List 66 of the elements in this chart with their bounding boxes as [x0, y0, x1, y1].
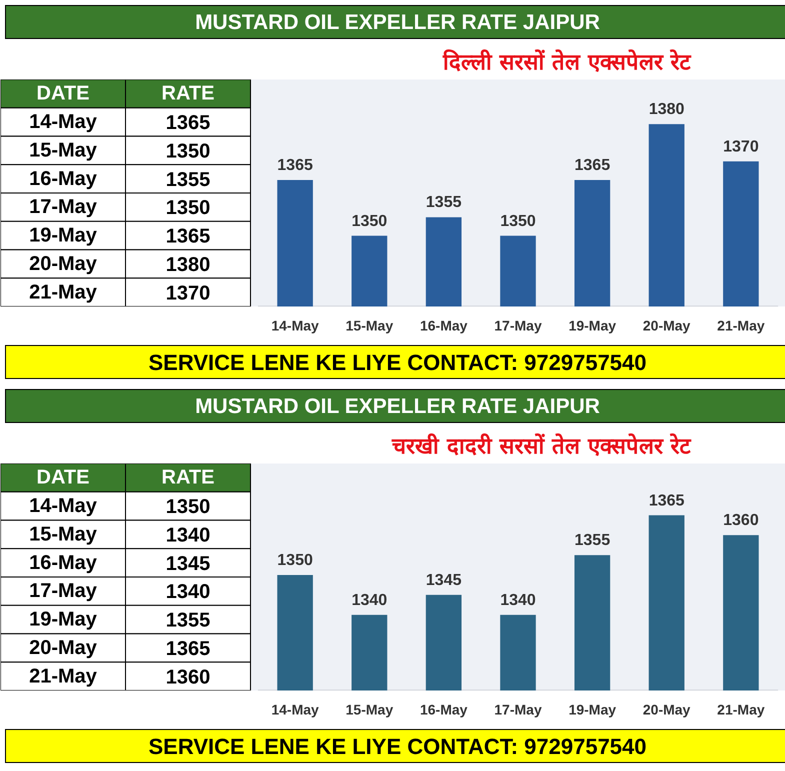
chart-subtitle: दिल्ली सरसों तेल एक्सपेलर रेट — [442, 48, 692, 76]
text: 1350 — [166, 197, 210, 220]
text: DATE — [36, 82, 90, 105]
x-tick-label: 21-May — [717, 702, 765, 718]
text: 1365 — [166, 112, 210, 134]
data-label: 1350 — [277, 552, 313, 570]
category-label: 20-May — [29, 252, 97, 275]
category-label: 14-May — [29, 111, 97, 134]
text: SERVICE LENE KE LIYE CONTACT: 9729757540 — [148, 349, 647, 377]
category-label: 17-May — [29, 196, 97, 218]
x-tick-label: 15-May — [346, 702, 394, 718]
text: RATE — [162, 82, 214, 105]
x-tick-label: 16-May — [420, 318, 468, 334]
data-label: 1370 — [723, 138, 759, 156]
category-label: 21-May — [29, 281, 97, 304]
text: 1340 — [166, 581, 210, 604]
data-label: 1340 — [500, 592, 536, 609]
text: DATE — [36, 466, 90, 489]
chart-subtitle: चरखी दादरी सरसों तेल एक्सपेलर रेट — [391, 432, 692, 460]
x-tick-label: 17-May — [494, 318, 542, 334]
x-tick-label: 16-May — [420, 702, 468, 718]
category-label: 20-May — [29, 636, 97, 659]
text: 1370 — [166, 282, 210, 304]
category-label: 17-May — [29, 580, 97, 602]
category-label: 15-May — [29, 523, 97, 546]
x-tick-label: 19-May — [568, 702, 616, 718]
data-label: 1345 — [426, 572, 462, 589]
x-tick-label: 14-May — [271, 702, 320, 718]
category-label: 16-May — [29, 552, 97, 574]
text: 1340 — [166, 524, 210, 546]
text: RATE — [162, 466, 214, 489]
text: 1355 — [166, 610, 210, 632]
data-label: 1355 — [426, 194, 462, 212]
data-label: 1365 — [648, 492, 685, 510]
x-tick-label: 19-May — [568, 318, 616, 334]
category-label: 14-May — [29, 495, 97, 518]
data-label: 1360 — [723, 512, 759, 530]
data-label: 1365 — [574, 156, 610, 174]
category-label: 19-May — [29, 224, 97, 247]
x-tick-label: 15-May — [346, 318, 394, 334]
text: 1350 — [166, 496, 210, 518]
data-label: 1355 — [574, 532, 610, 550]
category-label: 15-May — [29, 139, 97, 162]
text: 1350 — [166, 140, 210, 162]
data-label: 1340 — [352, 592, 388, 609]
category-label: 16-May — [29, 168, 97, 190]
x-tick-label: 20-May — [642, 318, 691, 334]
data-label: 1380 — [648, 101, 685, 118]
text: 1365 — [166, 226, 210, 248]
data-label: 1365 — [277, 156, 313, 174]
chart-title: MUSTARD OIL EXPELLER RATE JAIPUR — [195, 394, 600, 420]
chart-title: MUSTARD OIL EXPELLER RATE JAIPUR — [195, 10, 600, 36]
x-tick-label: 21-May — [717, 318, 765, 334]
x-tick-label: 20-May — [642, 702, 691, 718]
category-label: 21-May — [29, 665, 97, 688]
data-label: 1350 — [352, 212, 388, 230]
text: 1365 — [166, 638, 210, 660]
text: 1345 — [166, 552, 210, 575]
text: 1355 — [166, 168, 210, 191]
text: 1380 — [166, 254, 210, 276]
x-tick-label: 14-May — [271, 318, 320, 334]
data-label: 1350 — [500, 212, 536, 230]
text: SERVICE LENE KE LIYE CONTACT: 9729757540 — [148, 733, 647, 761]
category-label: 19-May — [29, 608, 97, 631]
x-tick-label: 17-May — [494, 702, 542, 718]
text: 1360 — [166, 666, 210, 688]
